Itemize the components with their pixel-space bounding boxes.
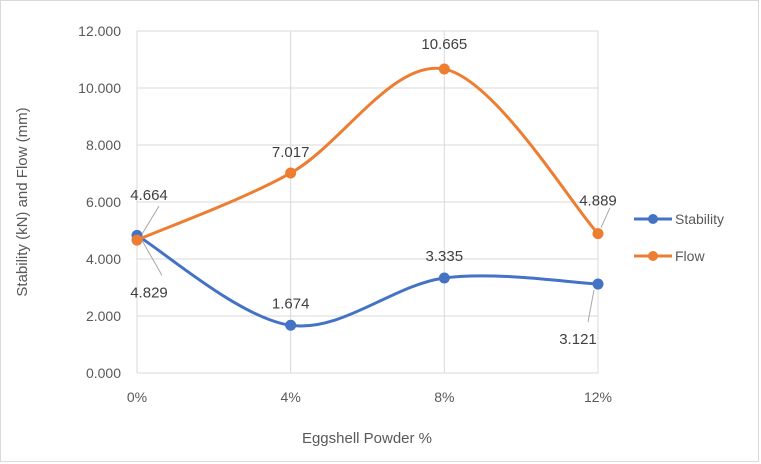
- data-point-flow: [131, 234, 143, 246]
- y-axis-title: Stability (kN) and Flow (mm): [14, 107, 31, 296]
- leader-line-stability: [587, 289, 595, 323]
- x-tick-label: 8%: [434, 389, 454, 405]
- y-tick-label: 0.000: [86, 365, 121, 381]
- legend-label-flow: Flow: [675, 248, 705, 264]
- data-labels: 4.829 1.674 3.335 3.121 4.664 7.017 10.665 4.88…: [130, 36, 617, 348]
- legend-label-stability: Stability: [675, 211, 724, 227]
- x-axis-title: Eggshell Powder %: [302, 430, 432, 447]
- legend-entry-flow: Flow: [634, 248, 705, 264]
- y-tick-label: 8.000: [86, 137, 121, 153]
- data-label-stability: 1.674: [272, 295, 310, 312]
- y-tick-label: 2.000: [86, 308, 121, 324]
- leader-line-flow: [600, 207, 611, 228]
- series-stability: [131, 229, 604, 331]
- leader-line-stability: [141, 240, 163, 276]
- data-label-flow: 7.017: [272, 144, 310, 161]
- data-label-flow: 4.664: [130, 187, 168, 204]
- data-point-stability: [285, 319, 297, 331]
- data-point-stability: [592, 278, 604, 290]
- y-tick-label: 6.000: [86, 194, 121, 210]
- series-line-stability: [135, 233, 600, 328]
- data-label-flow: 10.665: [421, 36, 467, 53]
- data-label-flow: 4.889: [579, 193, 617, 210]
- y-tick-label: 4.000: [86, 251, 121, 267]
- data-point-flow: [592, 228, 604, 240]
- x-tick-label: 4%: [281, 389, 301, 405]
- gridlines: [136, 30, 599, 374]
- data-label-stability: 4.829: [130, 284, 168, 301]
- data-point-flow: [438, 63, 450, 75]
- data-point-flow: [285, 167, 297, 179]
- series-flow: [131, 63, 604, 246]
- data-point-stability: [438, 272, 450, 284]
- legend-marker-flow: [648, 251, 658, 261]
- x-axis-ticks: 0% 4% 8% 12%: [127, 389, 612, 405]
- data-label-stability: 3.335: [426, 248, 464, 265]
- x-tick-label: 0%: [127, 389, 147, 405]
- y-axis-ticks: 0.000 2.000 4.000 6.000 8.000 10.000 12.000: [78, 23, 121, 381]
- series-lines: [131, 63, 604, 331]
- data-label-stability: 3.121: [559, 331, 597, 348]
- y-tick-label: 10.000: [78, 80, 121, 96]
- y-tick-label: 12.000: [78, 23, 121, 39]
- legend-marker-stability: [648, 214, 658, 224]
- x-tick-label: 12%: [584, 389, 612, 405]
- series-line-flow: [135, 66, 600, 242]
- leader-line-flow: [141, 205, 160, 235]
- legend-entry-stability: Stability: [634, 211, 724, 227]
- leader-lines: [141, 205, 611, 323]
- legend: Stability Flow: [634, 211, 724, 264]
